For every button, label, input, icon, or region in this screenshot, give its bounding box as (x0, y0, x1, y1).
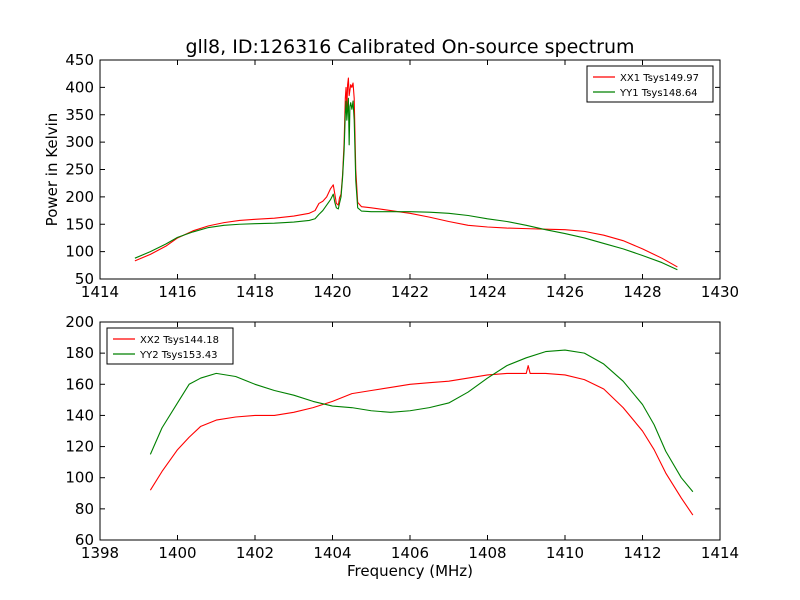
top-plot: 1414 1416 1418 1420 1422 1424 1426 1428 1430 50 10… (43, 51, 739, 301)
x-tick-label: 1416 (158, 283, 196, 301)
y-tick-label: 140 (65, 406, 94, 424)
y-tick-label: 60 (75, 531, 94, 549)
y-tick-label: 400 (65, 78, 94, 96)
legend: XX2 Tsys144.18 YY2 Tsys153.43 (106, 327, 234, 365)
y-tick-label: 100 (65, 469, 94, 487)
bottom-plot: 1398 1400 1402 1404 1406 1408 1410 1412 1414 60 80… (65, 313, 739, 580)
legend: XX1 Tsys149.97 YY1 Tsys148.64 (586, 65, 714, 103)
x-tick-label: 1410 (546, 544, 584, 562)
x-axis-label: Frequency (MHz) (347, 562, 473, 580)
y-tick-label: 150 (65, 215, 94, 233)
x-tick-label: 1414 (81, 283, 119, 301)
series-line-yy2-tsys153-43 (149, 349, 694, 493)
x-tick-label: 1422 (391, 283, 429, 301)
x-tick-label: 1402 (236, 544, 274, 562)
x-tick-label: 1412 (623, 544, 661, 562)
x-tick-label: 1420 (313, 283, 351, 301)
y-tick-label: 50 (75, 270, 94, 288)
legend-box (106, 327, 234, 365)
series-line-xx1-tsys149-97 (134, 77, 678, 268)
y-tick-label: 200 (65, 313, 94, 331)
figure-title: gll8, ID:126316 Calibrated On-source spe… (185, 36, 634, 58)
x-tick-label: 1424 (468, 283, 506, 301)
y-tick-label: 80 (75, 500, 94, 518)
y-tick-label: 180 (65, 344, 94, 362)
x-tick-label: 1418 (236, 283, 274, 301)
y-tick-label: 250 (65, 161, 94, 179)
y-tick-label: 350 (65, 106, 94, 124)
x-tick-label: 1398 (81, 544, 119, 562)
x-tick-label: 1414 (701, 544, 739, 562)
y-tick-label: 100 (65, 243, 94, 261)
series-line-yy1-tsys148-64 (134, 97, 678, 271)
x-tick-label: 1428 (623, 283, 661, 301)
series-line-xx2-tsys144-18 (149, 365, 694, 516)
x-tick-label: 1430 (701, 283, 739, 301)
legend-label-yy2-tsys153-43: YY2 Tsys153.43 (139, 350, 218, 361)
y-tick-label: 120 (65, 438, 94, 456)
legend-label-yy1-tsys148-64: YY1 Tsys148.64 (619, 88, 698, 99)
y-tick-label: 450 (65, 51, 94, 69)
x-tick-label: 1404 (313, 544, 351, 562)
y-tick-label: 300 (65, 133, 94, 151)
x-tick-label: 1400 (158, 544, 196, 562)
x-tick-label: 1408 (468, 544, 506, 562)
y-axis-label: Power in Kelvin (43, 113, 61, 227)
legend-label-xx2-tsys144-18: XX2 Tsys144.18 (140, 335, 219, 346)
legend-box (586, 65, 714, 103)
x-tick-label: 1426 (546, 283, 584, 301)
x-tick-label: 1406 (391, 544, 429, 562)
y-tick-label: 200 (65, 188, 94, 206)
y-tick-label: 160 (65, 375, 94, 393)
legend-label-xx1-tsys149-97: XX1 Tsys149.97 (620, 73, 699, 84)
